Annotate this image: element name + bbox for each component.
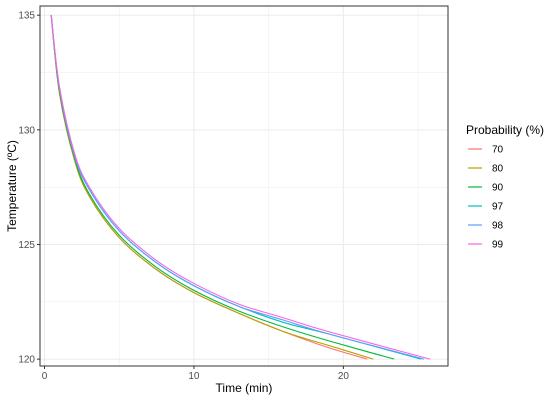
x-tick-label: 0: [42, 371, 48, 382]
legend-items: 70 80 90 97 98 99: [468, 145, 504, 251]
grid: [40, 6, 448, 366]
axis-ticks: 0 10 20 120 125 130 135: [18, 11, 349, 382]
y-tick-label: 120: [18, 355, 35, 366]
x-tick-label: 10: [188, 371, 200, 382]
plot-border: [39, 5, 449, 367]
series-lines: [50, 15, 431, 360]
legend-label-97: 97: [492, 202, 504, 213]
legend: Probability (%) 70 80 90 97 98 99: [466, 123, 544, 251]
y-tick-label: 130: [18, 125, 35, 136]
x-tick-label: 20: [338, 371, 350, 382]
plot-panel: [40, 6, 448, 366]
legend-label-90: 90: [492, 183, 504, 194]
y-tick-label: 135: [18, 11, 35, 22]
legend-title: Probability (%): [466, 123, 544, 137]
legend-label-70: 70: [492, 145, 504, 156]
y-tick-label: 125: [18, 240, 35, 251]
legend-label-98: 98: [492, 221, 504, 232]
legend-label-80: 80: [492, 164, 504, 175]
series-line-99: [50, 15, 431, 360]
y-axis-title: Temperature (ºC): [5, 140, 19, 232]
x-axis-title: Time (min): [216, 381, 273, 395]
legend-label-99: 99: [492, 240, 504, 251]
